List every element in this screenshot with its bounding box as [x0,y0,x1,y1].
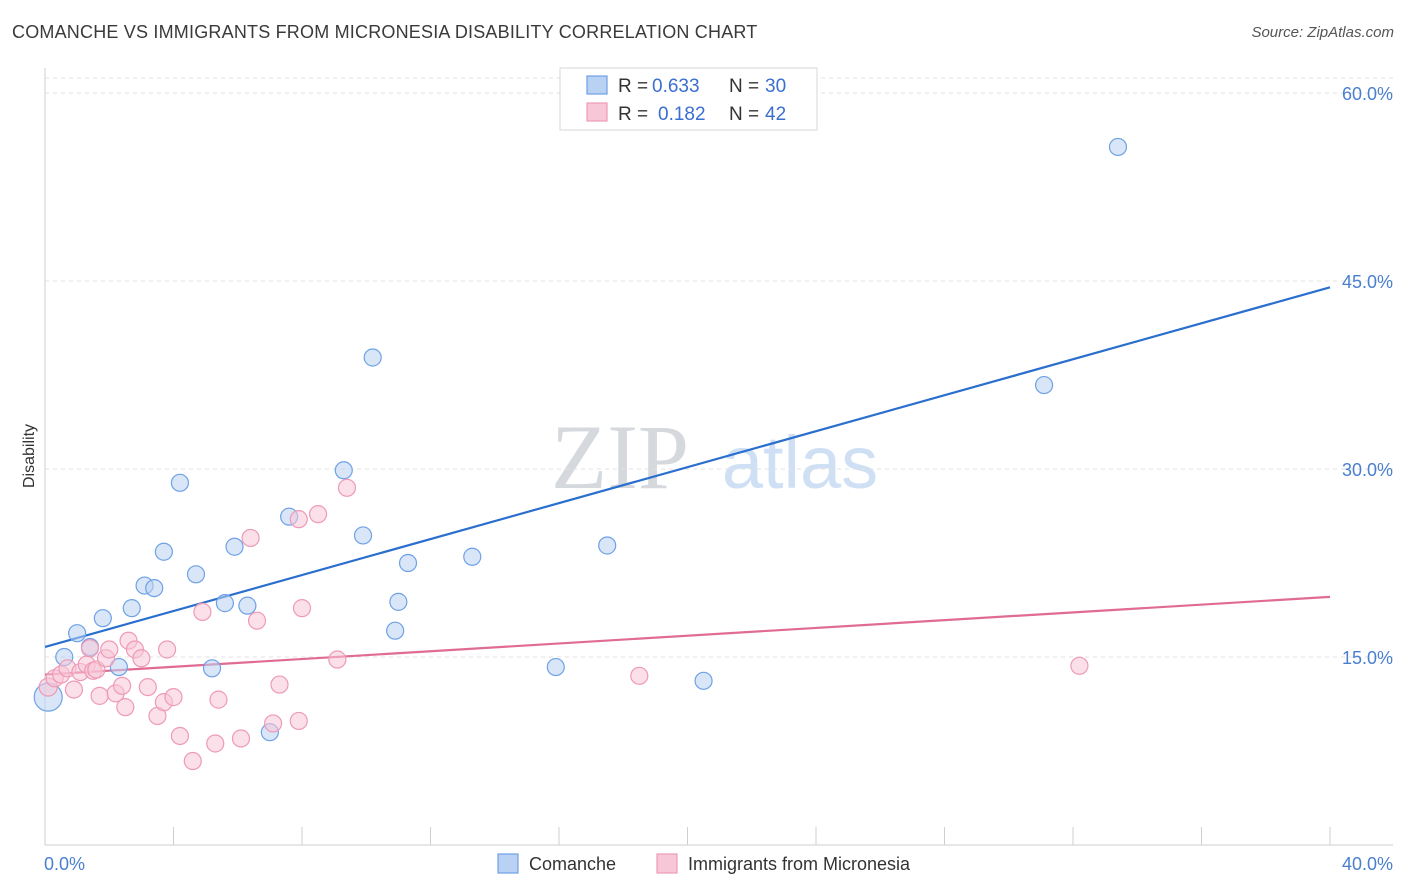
watermark-atlas: atlas [722,421,878,504]
series-legend-label-comanche: Comanche [529,854,616,874]
point-1-33 [289,510,308,529]
y-tick-label-0: 15.0% [1342,648,1393,668]
point-1-18 [138,677,157,697]
point-0-20 [353,526,373,545]
point-0-27 [694,671,713,690]
point-1-39 [630,666,649,685]
x-tick-label-0: 0.0% [44,854,85,874]
stats-legend: R = 0.633 N = 30 R = 0.182 N = 42 [559,67,818,131]
series-legend-swatch-comanche [497,853,519,874]
point-0-10 [170,473,190,492]
point-1-22 [164,688,183,707]
gridlines [45,77,1393,658]
point-1-27 [209,690,228,709]
point-1-17 [132,649,151,668]
point-0-15 [238,596,257,615]
x-tick-label-1: 40.0% [1342,854,1393,874]
legend-swatch-micronesia [586,102,608,122]
point-0-18 [334,461,353,480]
series-legend-label-micronesia: Immigrants from Micronesia [688,854,911,874]
point-1-40 [1070,656,1089,675]
point-0-29 [1108,137,1128,157]
point-0-13 [215,594,234,613]
legend-n-value-0: 30 [765,76,786,97]
point-0-2 [68,624,87,643]
point-0-19 [363,348,382,367]
trend-line-0 [44,286,1331,649]
series-legend: Comanche Immigrants from Micronesia [497,853,911,874]
point-1-30 [247,611,267,630]
legend-r-value-0: 0.633 [652,76,700,97]
legend-n-label-0: N = [729,76,759,97]
point-1-28 [231,729,251,748]
legend-r-label-1: R = [618,104,648,125]
point-1-36 [289,711,308,731]
legend-n-label-1: N = [729,104,759,125]
trend-line-1 [44,595,1331,676]
watermark-zip: ZIP [551,406,689,508]
point-1-9 [90,686,109,705]
point-1-14 [116,698,135,717]
point-0-26 [598,536,617,555]
legend-swatch-comanche [586,75,608,95]
y-tick-label-2: 45.0% [1342,272,1393,292]
y-axis-title: Disability [21,424,38,488]
point-0-5 [109,657,128,677]
point-1-34 [292,599,312,618]
point-0-14 [225,537,244,556]
x-tick-labels: 0.0% 40.0% [44,854,1393,874]
point-0-9 [154,542,173,561]
point-0-23 [389,592,408,611]
point-0-28 [1034,375,1054,395]
point-1-29 [241,528,260,548]
point-1-38 [337,478,357,497]
point-1-24 [183,751,202,771]
y-tick-labels: 15.0% 30.0% 45.0% 60.0% [1342,84,1393,668]
point-0-21 [386,621,405,640]
legend-r-value-1: 0.182 [658,104,706,125]
point-1-11 [100,640,119,659]
legend-r-label-0: R = [618,76,648,97]
point-1-31 [263,714,283,733]
y-tick-label-1: 30.0% [1342,460,1393,480]
chart-title: COMANCHE VS IMMIGRANTS FROM MICRONESIA D… [12,22,758,42]
point-1-25 [193,602,212,622]
point-0-25 [546,657,565,677]
point-1-41 [80,639,100,658]
axes [44,68,1393,846]
point-1-21 [157,640,177,659]
point-1-4 [64,680,84,699]
point-1-13 [112,676,132,695]
legend-n-value-1: 42 [765,104,786,125]
point-0-12 [202,659,222,678]
series-legend-swatch-micronesia [656,853,678,874]
y-tick-label-3: 60.0% [1342,84,1393,104]
data-points [33,137,1128,771]
point-1-26 [206,734,225,753]
point-1-35 [308,505,328,524]
point-0-24 [463,547,482,566]
source-label: Source: ZipAtlas.com [1251,24,1394,41]
point-1-32 [270,675,289,694]
point-0-22 [398,553,418,573]
point-0-8 [145,578,164,598]
trend-lines [44,286,1331,676]
point-0-6 [122,599,141,618]
point-0-11 [186,565,206,584]
point-1-23 [170,726,190,746]
point-1-37 [328,650,347,669]
point-0-4 [93,609,112,628]
